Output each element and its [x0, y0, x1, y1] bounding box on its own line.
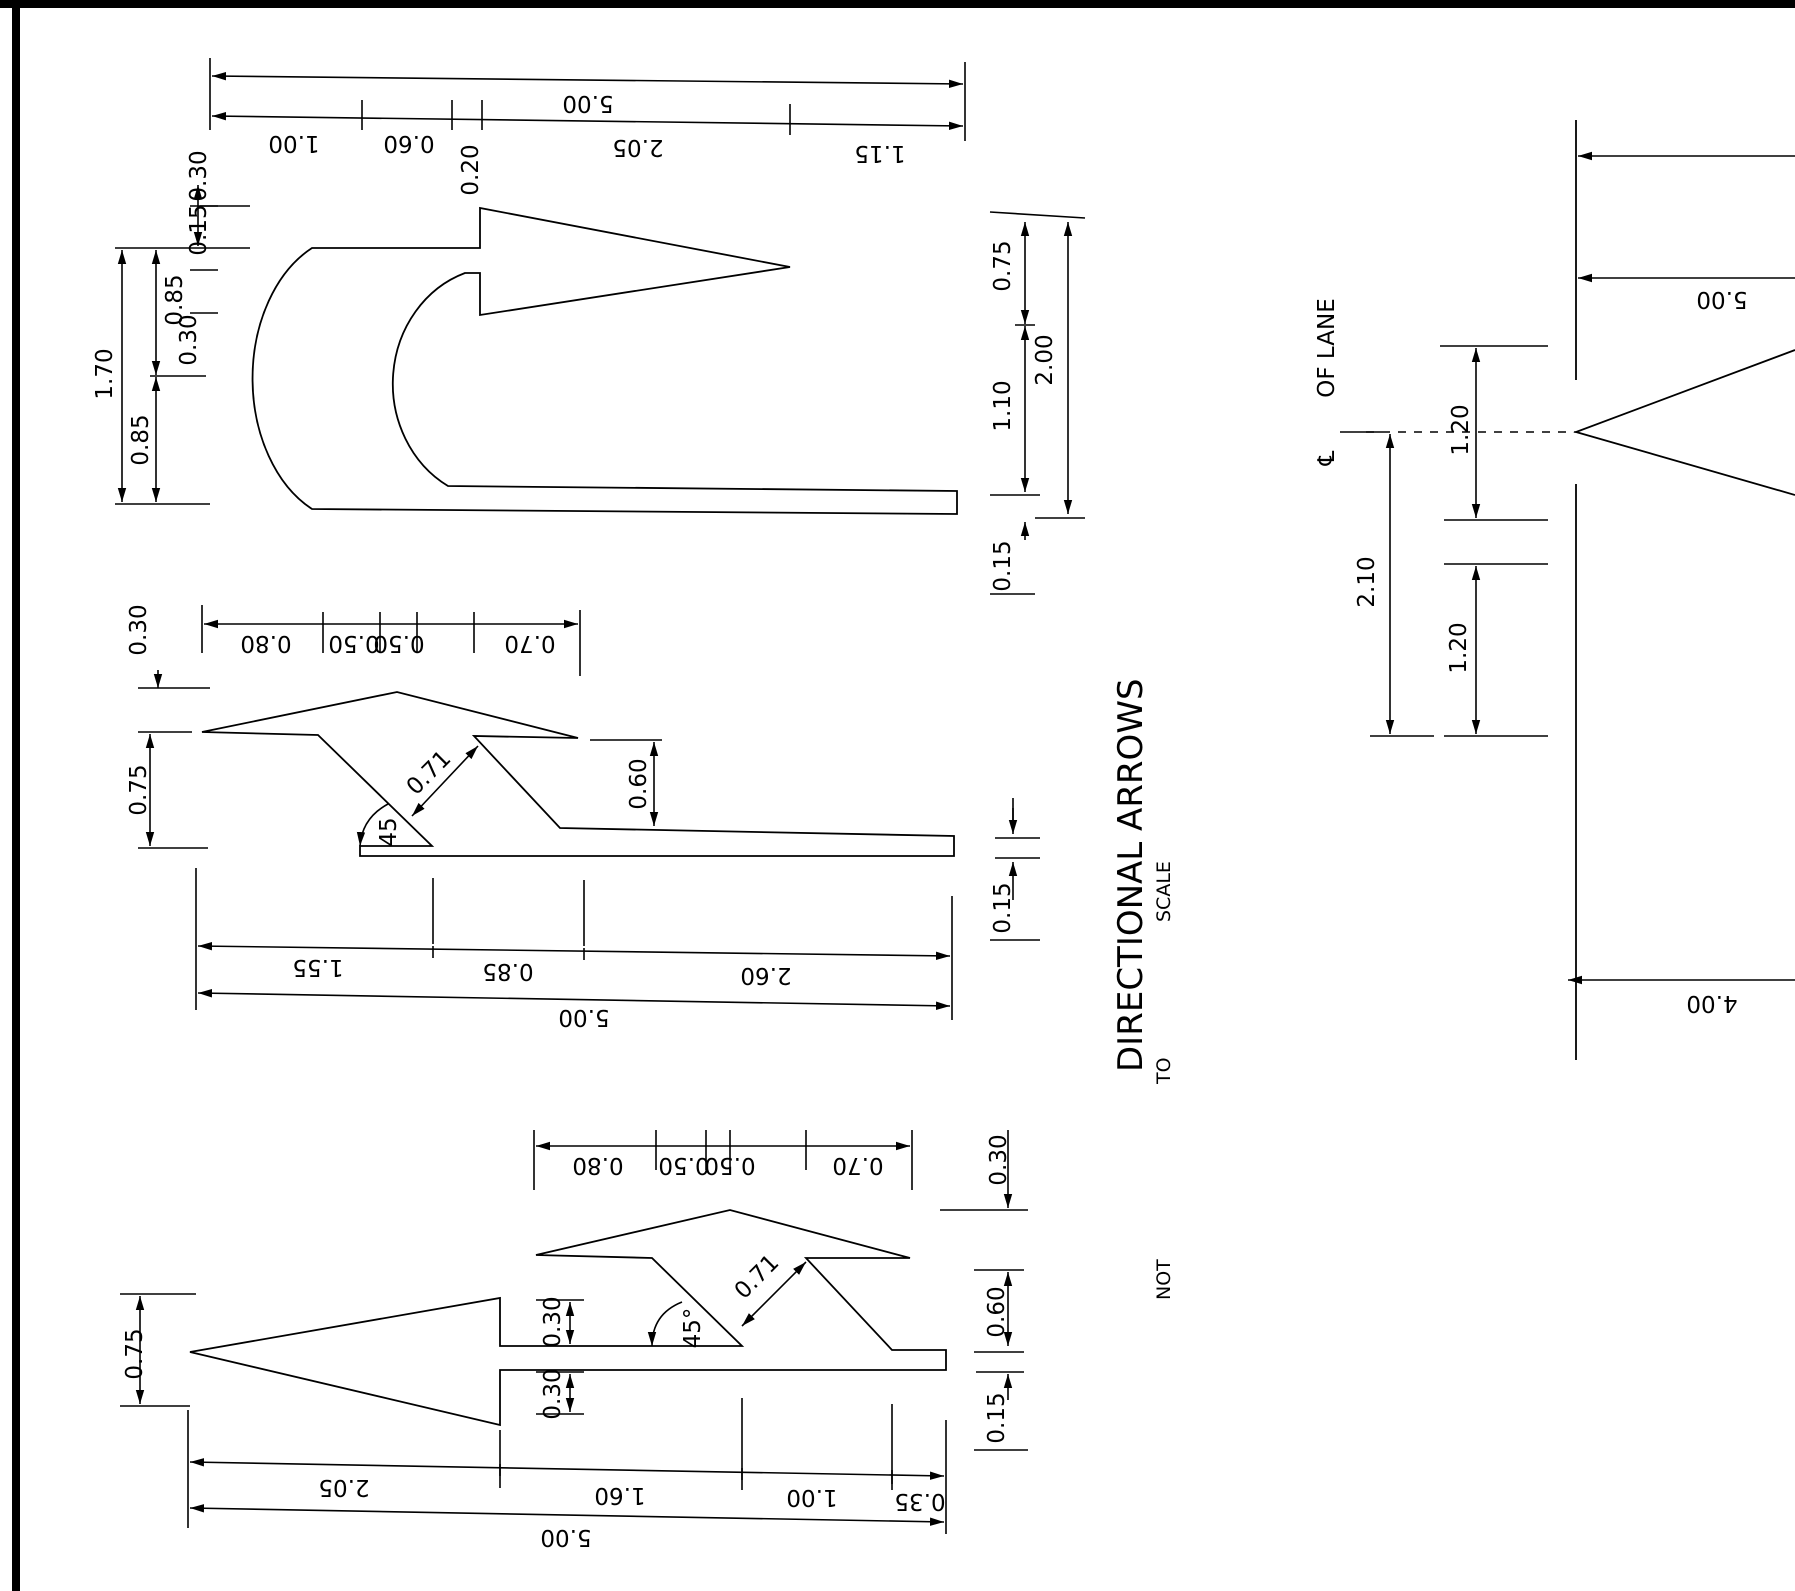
u-width-85-b: 0.85 [128, 414, 154, 465]
c-angle-45: 45° [680, 1308, 706, 1349]
c-seg-160: 1.60 [594, 1482, 645, 1508]
t-stem-60: 0.60 [626, 758, 652, 809]
t-seg-155: 1.55 [292, 954, 343, 980]
c-seg-35: 0.35 [894, 1488, 945, 1514]
t-width-75: 0.75 [126, 764, 152, 815]
u-stem-15: 0.15 [186, 204, 212, 255]
c-diag-71: 0.71 [730, 1250, 785, 1305]
c-tail-15: 0.15 [984, 1392, 1010, 1443]
u-head-30: 0.30 [186, 150, 212, 201]
c-offset-30a: 0.30 [540, 1296, 566, 1347]
turn-arrow-outline [201, 691, 955, 857]
u-seg-d: 2.05 [612, 134, 663, 160]
c-head-30: 0.30 [986, 1134, 1012, 1185]
drawing-title: DIRECTIONAL ARROWS NOT TO SCALE [1111, 678, 1175, 1300]
t-seg-50a: 0.50 [328, 630, 379, 656]
lane-seg-210: 2.10 [1354, 556, 1380, 607]
title-not: NOT [1153, 1259, 1175, 1300]
combo-arrow-dimensions [120, 1130, 1028, 1534]
u-turn-outline [251, 206, 958, 515]
turn-arrow [201, 691, 955, 857]
title-scale: SCALE [1153, 861, 1175, 922]
title-to: TO [1153, 1057, 1175, 1085]
turn-arrow-labels: 0.30 0.80 0.50 0.50 0.70 0.75 0.71 45 0.… [126, 604, 1016, 1030]
c-head-75: 0.75 [122, 1328, 148, 1379]
c-seg-50a: 0.50 [658, 1152, 709, 1178]
lane-seg-120b: 1.20 [1446, 622, 1472, 673]
t-diag-71: 0.71 [402, 746, 457, 801]
lane-centerline-symbol: ℄ [1314, 450, 1340, 466]
lane-arrow-dimensions [1340, 151, 1795, 985]
t-seg-50b: 0.50 [373, 630, 424, 656]
t-tail-15: 0.15 [990, 882, 1016, 933]
combo-arrow-outline [189, 1209, 947, 1427]
t-angle-45: 45 [376, 817, 402, 846]
c-stem-60: 0.60 [984, 1286, 1010, 1337]
lane-centerline-text: OF LANE [1314, 298, 1340, 397]
t-seg-85: 0.85 [482, 958, 533, 984]
u-tail-15: 0.15 [990, 540, 1016, 591]
c-seg-70: 0.70 [832, 1152, 883, 1178]
u-total-200: 2.00 [1032, 334, 1058, 385]
combo-arrow [189, 1209, 947, 1427]
lane-len-500: 5.00 [1696, 286, 1747, 312]
u-gap-30: 0.30 [176, 314, 202, 365]
c-seg-50b: 0.50 [704, 1152, 755, 1178]
c-offset-30b: 0.30 [540, 1368, 566, 1419]
t-seg-80: 0.80 [240, 630, 291, 656]
title-main: DIRECTIONAL ARROWS [1111, 678, 1151, 1072]
u-seg-c: 0.20 [458, 144, 484, 195]
lane-len-400: 4.00 [1686, 990, 1737, 1016]
u-seg-a: 1.00 [268, 130, 319, 156]
u-inner-110: 1.10 [990, 380, 1016, 431]
u-width-85-a: 0.85 [162, 274, 188, 325]
u-turn-dimensions [115, 58, 1086, 595]
combo-arrow-labels: 0.75 0.80 0.50 0.50 0.70 0.30 0.30 0.30 … [122, 1134, 1012, 1550]
t-seg-70: 0.70 [504, 630, 555, 656]
turn-arrow-dimensions [138, 605, 1040, 1020]
u-turn-labels: 5.00 1.00 0.60 2.05 1.15 0.20 0.30 0.15 … [92, 90, 1058, 592]
t-seg-260: 2.60 [740, 962, 791, 988]
lane-arrow-outline [1573, 349, 1795, 496]
lane-seg-120a: 1.20 [1448, 404, 1474, 455]
t-head-30: 0.30 [126, 604, 152, 655]
c-len-total: 5.00 [540, 1524, 591, 1550]
u-head-75: 0.75 [990, 240, 1016, 291]
lane-arrow [1366, 120, 1795, 1060]
u-seg-e: 1.15 [854, 140, 905, 166]
t-len-total: 5.00 [558, 1004, 609, 1030]
c-seg-205: 2.05 [318, 1474, 369, 1500]
u-turn-arrow [251, 206, 958, 515]
u-seg-b: 0.60 [383, 130, 434, 156]
u-len-total: 5.00 [562, 90, 613, 116]
lane-arrow-labels: ℄ OF LANE 1.20 2.10 1.20 5.00 4.00 [1314, 286, 1748, 1016]
c-seg-100: 1.00 [786, 1484, 837, 1510]
u-width-total: 1.70 [92, 348, 118, 399]
c-seg-80: 0.80 [572, 1152, 623, 1178]
